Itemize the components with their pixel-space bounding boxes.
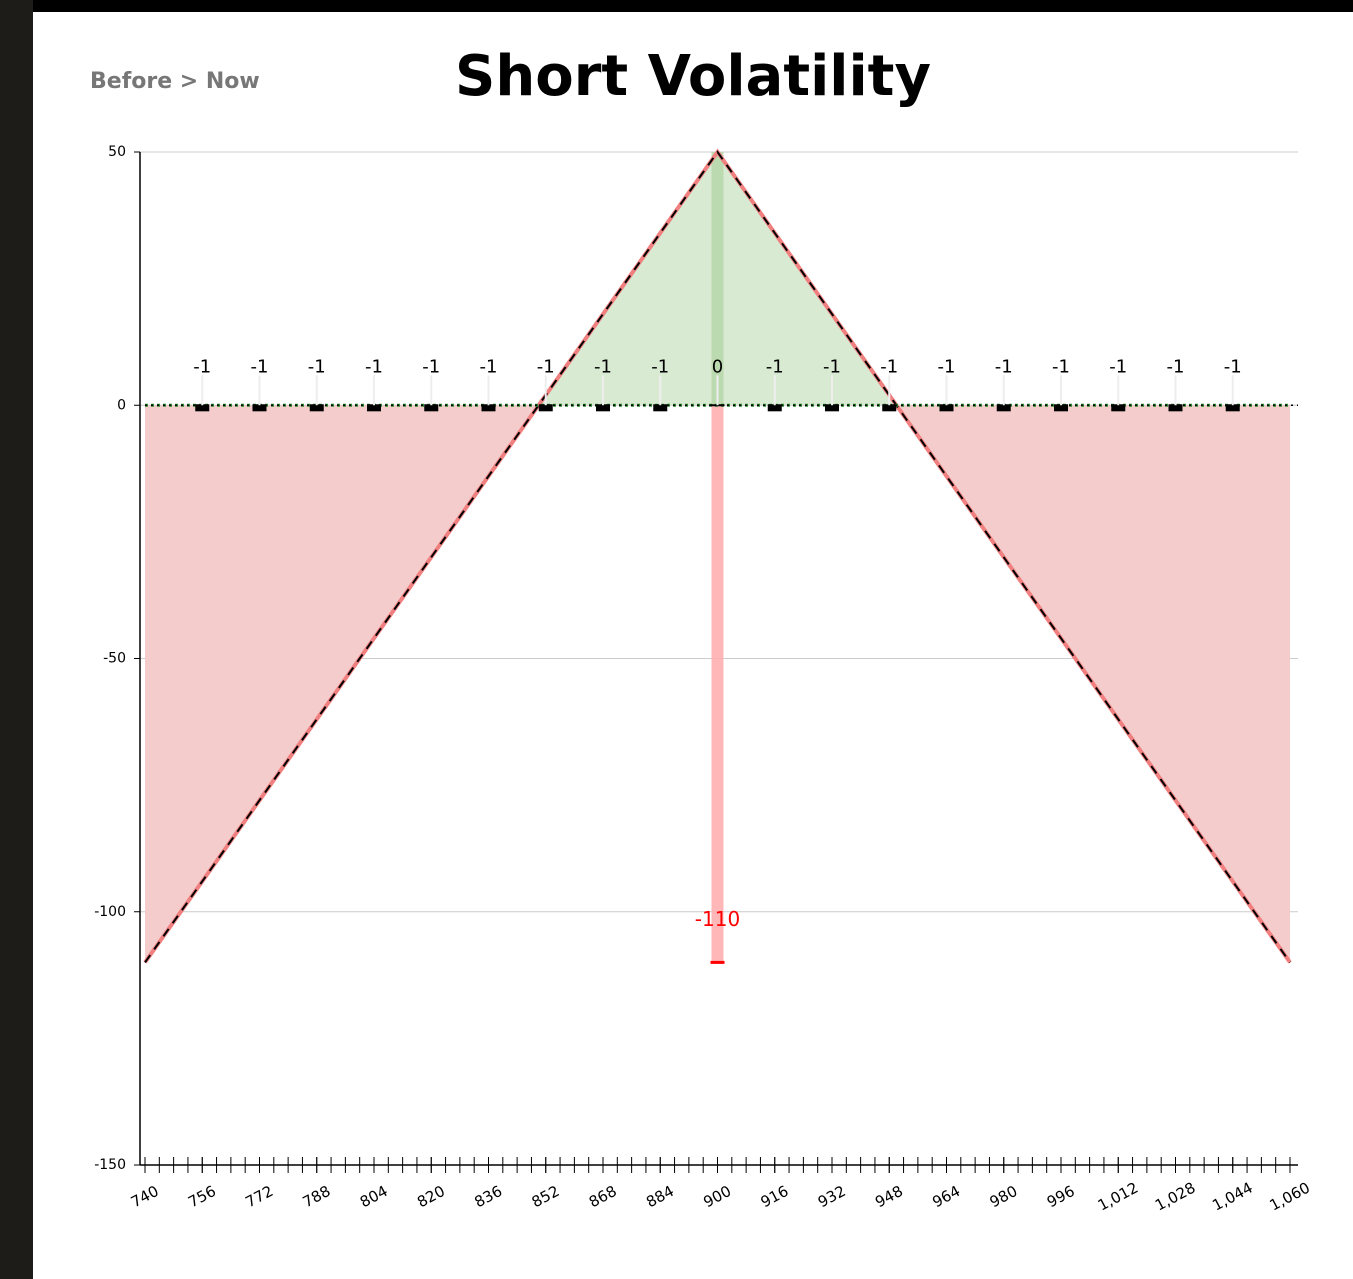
bar-label: -1 — [594, 356, 612, 377]
small-bar — [1225, 404, 1240, 412]
small-bar — [367, 404, 381, 412]
bar-label: -1 — [995, 356, 1013, 377]
small-bar — [825, 404, 839, 412]
y-tick-label: -150 — [94, 1157, 126, 1173]
bar-label: -1 — [1167, 356, 1185, 377]
small-bar — [1054, 404, 1068, 412]
bar-label: -1 — [766, 356, 784, 377]
small-bar — [195, 404, 210, 412]
small-bar — [309, 404, 324, 412]
bar-label: -1 — [365, 356, 383, 377]
small-bar — [596, 404, 610, 412]
bar-label: -1 — [422, 356, 440, 377]
bar-label: -1 — [537, 356, 555, 377]
small-bar — [538, 404, 553, 412]
bar-label: -1 — [193, 356, 211, 377]
small-bar — [252, 404, 267, 412]
nav-link[interactable]: Before > Now — [90, 69, 260, 94]
small-bar — [1111, 404, 1126, 412]
range-bar — [711, 405, 724, 963]
chart-title: Short Volatility — [455, 44, 931, 109]
y-tick-label: -100 — [94, 904, 126, 920]
bar-label: -1 — [938, 356, 956, 377]
left-strip — [0, 0, 33, 1279]
small-bar — [424, 404, 439, 412]
loss-area — [145, 405, 1290, 963]
small-bar — [1168, 404, 1183, 412]
small-bar — [653, 404, 668, 412]
range-bar — [711, 152, 724, 406]
y-tick-label: 0 — [117, 397, 126, 413]
bar-label: -1 — [823, 356, 841, 377]
bar-label: -1 — [1109, 356, 1127, 377]
bar-label: -1 — [1052, 356, 1070, 377]
bar-label: -1 — [308, 356, 326, 377]
bar-label: 0 — [712, 356, 723, 377]
bar-label: -1 — [480, 356, 498, 377]
payoff-line-dash — [144, 150, 1291, 963]
y-tick-label: 50 — [108, 144, 126, 160]
bar-label: -1 — [251, 356, 269, 377]
small-bar — [481, 404, 496, 412]
range-bar-label: -110 — [695, 907, 740, 931]
small-bar — [939, 404, 954, 412]
y-tick-label: -50 — [103, 651, 126, 667]
small-bar — [767, 404, 782, 412]
small-bar — [882, 404, 897, 412]
bar-label: -1 — [880, 356, 898, 377]
small-bar — [996, 404, 1011, 412]
bar-label: -1 — [1224, 356, 1242, 377]
bar-label: -1 — [651, 356, 669, 377]
